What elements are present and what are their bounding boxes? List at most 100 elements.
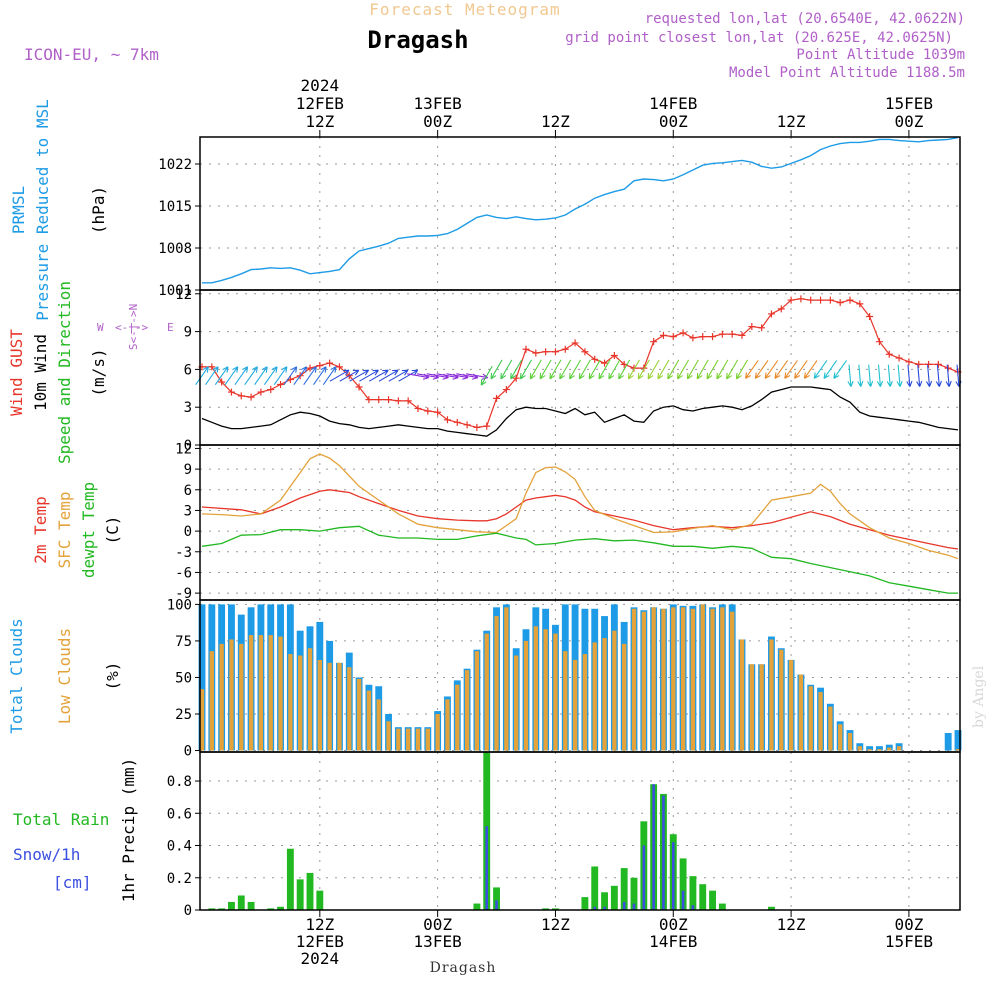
gust-marker [679,329,687,337]
gust-marker [650,338,658,346]
wind-direction-arrow [667,359,680,380]
gust-marker [306,364,314,372]
y-tick-label: -9 [175,586,192,602]
cloud-low-bar [828,706,833,751]
cloud-low-bar [651,607,656,751]
gust-marker [257,388,265,396]
cloud-low-bar [700,604,705,751]
gust-marker [748,323,756,331]
gust-marker [394,397,402,405]
wind-direction-arrow [195,366,209,386]
x-tick-label-top: 15FEB [885,94,933,113]
y-tick-label: 3 [184,400,192,416]
wind-direction-arrow [754,360,769,379]
rain-bar [601,892,608,910]
wind-direction-arrow [813,360,828,379]
cloud-low-bar [739,639,745,751]
gust-marker [335,363,343,371]
panel-frame-precip [199,751,961,911]
cloud-total-bar [876,746,883,751]
cloud-low-bar [543,629,548,751]
snow-bar [662,795,665,910]
rain-bar [542,908,550,910]
rain-bar [679,858,687,910]
rain-bar [306,872,314,910]
wind-speed-line [201,386,959,437]
cloud-low-bar [514,655,519,751]
wind-direction-arrow [677,359,690,380]
clouds-panel-label-0: Total Clouds [7,618,26,734]
cloud-low-bar [435,714,440,751]
wind-direction-arrow [322,366,337,386]
snow-bar [495,900,498,910]
pressure-panel-label-1: Pressure Reduced to MSL [33,99,52,321]
cloud-low-bar [563,651,568,751]
x-tick-label-bottom: 13FEB [414,932,462,951]
rain-bar [286,848,294,910]
wind-direction-arrow [784,360,798,379]
cloud-low-bar [464,670,470,751]
wind-direction-arrow [254,366,268,386]
y-tick-label: 100 [167,597,192,613]
cloud-low-bar [288,654,293,751]
gust-marker [905,358,913,366]
y-tick-label: 0.2 [167,871,192,887]
wind-direction-arrow [569,359,582,380]
gust-marker [493,394,501,402]
gust-marker [326,359,334,367]
cloud-low-bar [955,749,961,751]
snow-bar [671,842,675,910]
gust-marker [934,360,942,368]
cloud-low-bar [396,728,401,751]
y-tick-label: 12 [175,441,192,457]
wind-direction-arrow [945,364,952,387]
wind-direction-arrow [935,364,942,387]
wind-direction-arrow [657,359,670,380]
rain-bar [218,908,226,910]
pressure-panel-label-2: (hPa) [89,186,108,234]
wind-direction-arrow [214,366,229,386]
gust-marker [551,348,559,356]
wind-direction-arrow [329,369,350,382]
x-tick-label-top: 00Z [894,112,923,131]
y-tick-label: 6 [184,483,192,499]
x-tick-label-bottom: 12Z [305,915,334,934]
rain-bar [581,897,589,910]
gust-marker [247,393,255,401]
rain-bar [709,890,716,910]
y-tick-label: 50 [175,670,192,686]
temp-panel-label-3: (C) [103,516,122,545]
x-tick-label-top: 00Z [659,112,688,131]
temp-panel-label-1: SFC Temp [55,491,74,568]
cloud-total-bar [944,733,952,751]
gust-marker [404,397,412,405]
wind-direction-arrow [519,359,532,380]
cloud-low-bar [199,689,205,751]
wind-direction-arrow [794,360,808,379]
gust-marker [885,350,893,358]
x-tick-label-bottom: 00Z [659,915,688,934]
wind-direction-arrow [293,366,308,386]
wind-direction-arrow [234,366,249,386]
wind-direction-arrow [886,364,893,387]
cloud-low-bar [779,649,784,751]
x-tick-label-top: 12Z [777,112,806,131]
snow-bar [603,906,606,910]
snow-bar [642,845,646,910]
wind-direction-arrow [764,360,779,379]
x-tick-label-top: 00Z [423,112,452,131]
precip-panel-label-1: Snow/1h [13,845,80,864]
wind-direction-arrow [735,359,748,380]
x-tick-label-bottom: 2024 [301,949,340,968]
cloud-low-bar [749,664,754,751]
wind-direction-arrow [744,360,759,379]
app-title: Forecast Meteogram [369,0,560,19]
wind-direction-arrow [608,359,621,380]
cloud-low-bar [298,655,303,751]
cloud-low-bar [730,611,735,751]
gust-marker [709,333,717,341]
x-tick-label-top: 13FEB [414,94,462,113]
cloud-low-bar [356,678,362,751]
y-tick-label: 0.8 [167,774,192,790]
wind-direction-arrow [647,359,660,380]
